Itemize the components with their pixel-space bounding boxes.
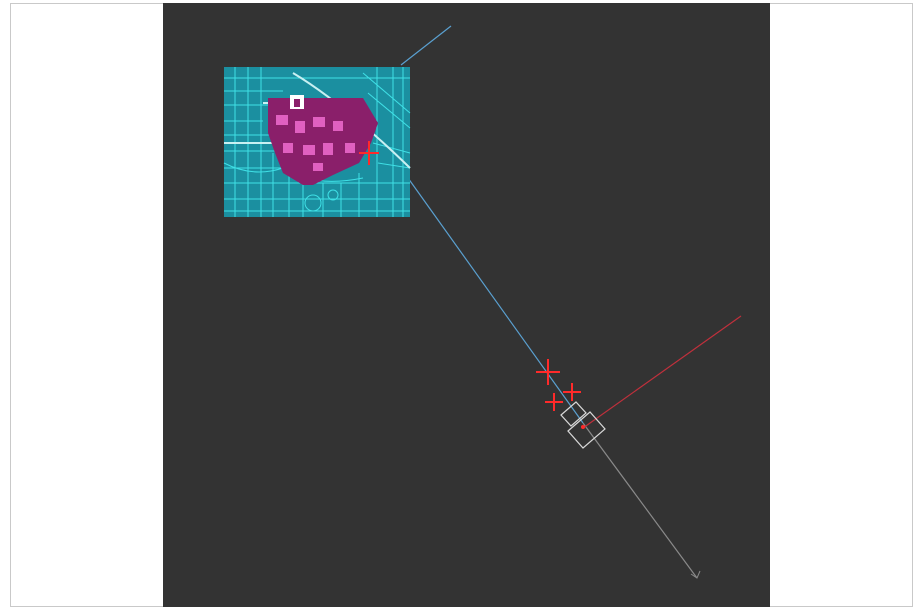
cad-viewport[interactable] bbox=[163, 3, 770, 607]
cad-canvas[interactable] bbox=[163, 3, 770, 607]
map-district-highlight bbox=[268, 95, 378, 185]
crosshair-icon bbox=[563, 383, 581, 401]
crosshair-icon bbox=[545, 393, 563, 411]
map-inset[interactable] bbox=[223, 67, 411, 217]
map-crosshair-icon bbox=[359, 141, 379, 165]
red-line bbox=[582, 315, 742, 429]
viewcube-box-icon[interactable] bbox=[560, 401, 606, 449]
map-street-grid bbox=[223, 67, 411, 217]
crosshair-icon bbox=[536, 359, 560, 385]
blue-line-diagonal bbox=[407, 177, 584, 424]
gray-line-end-tick bbox=[690, 570, 701, 579]
blue-line-top bbox=[400, 25, 452, 66]
gray-line-diagonal bbox=[582, 422, 698, 579]
